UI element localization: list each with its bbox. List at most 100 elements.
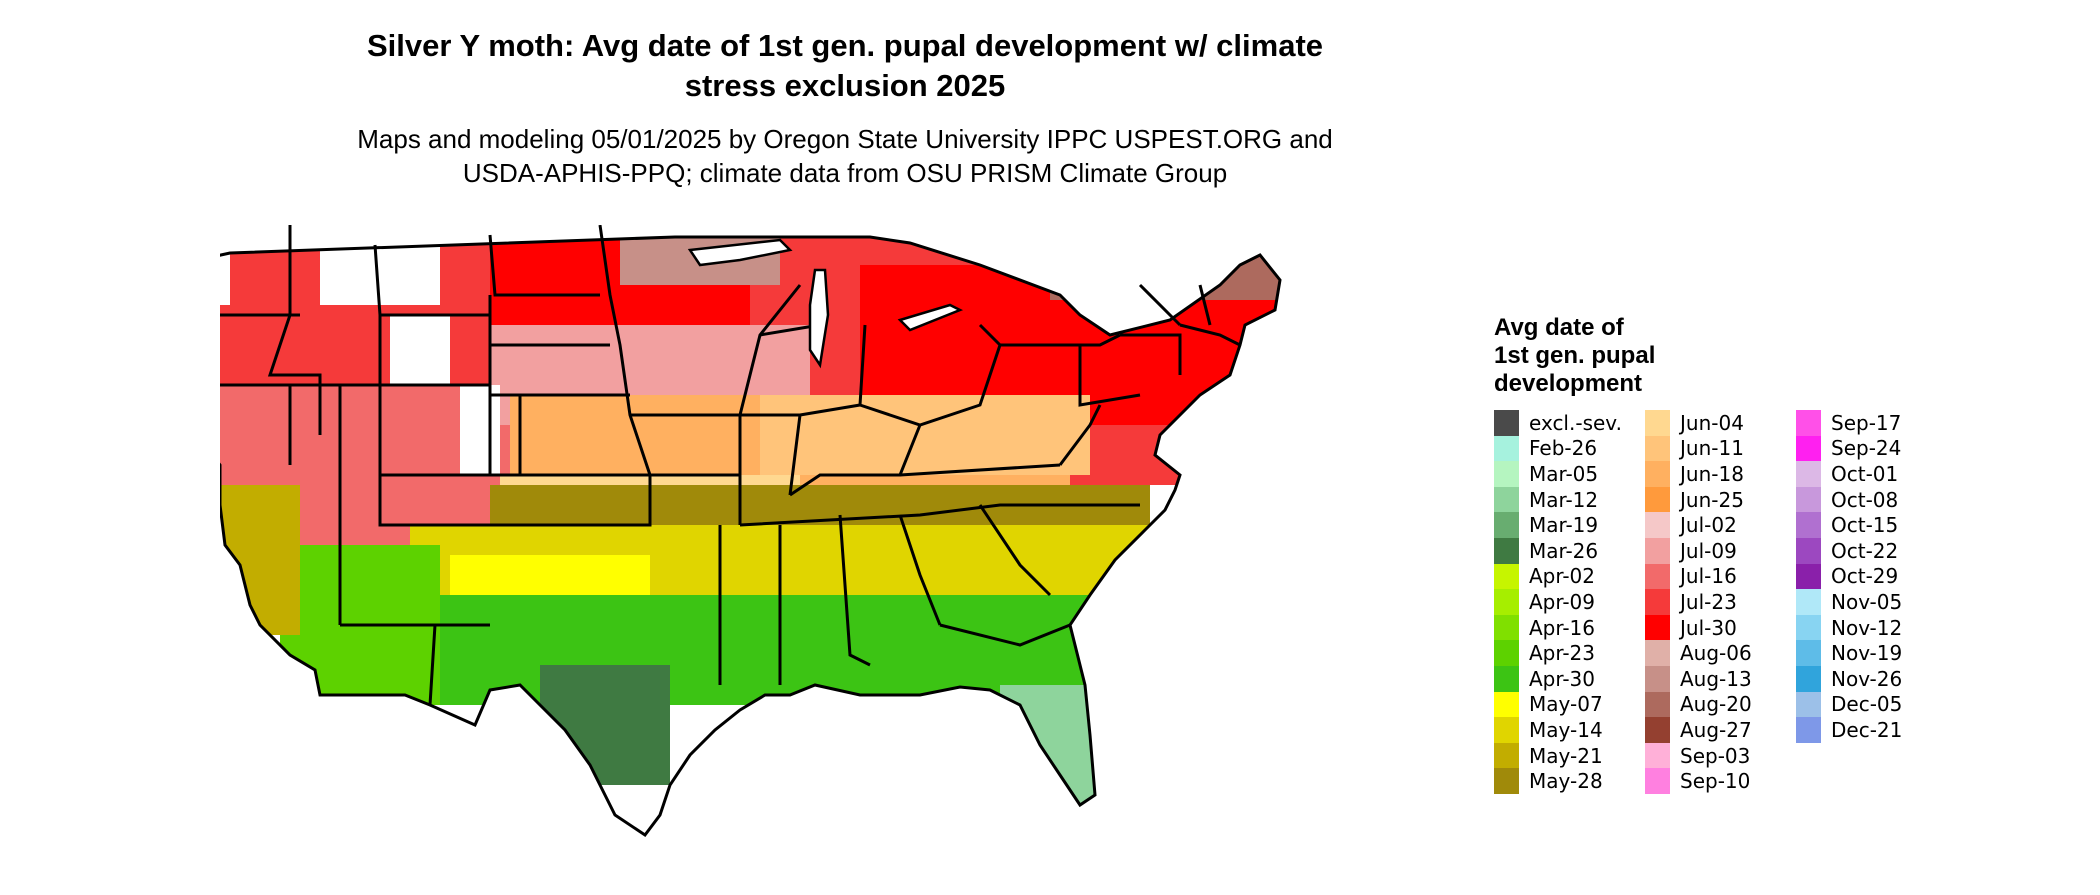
legend-item: Jul-16 (1645, 563, 1796, 590)
legend-item: Sep-24 (1796, 435, 1947, 462)
region-mountain-snow-colorado (460, 385, 500, 475)
legend-swatch (1645, 640, 1670, 666)
legend-item: May-14 (1494, 717, 1645, 743)
legend-column: Jun-04 Jun-11 Jun-18 Jun-25 Jul-02 Jul-09 Jul-… (1645, 410, 1796, 794)
lake-superior (687, 238, 793, 267)
legend: Avg date of 1st gen. pupal development e… (1494, 314, 1994, 794)
region-ohio-valley (760, 395, 1090, 475)
legend-label: Aug-13 (1680, 666, 1752, 691)
legend-swatch (1494, 486, 1519, 513)
legend-label: Apr-09 (1529, 589, 1595, 614)
legend-swatch (1494, 563, 1519, 590)
legend-label: Mar-05 (1529, 461, 1599, 486)
legend-label: Oct-08 (1831, 487, 1899, 512)
legend-swatch (1645, 486, 1670, 513)
legend-label: Aug-27 (1680, 717, 1752, 742)
region-california-valley (220, 485, 300, 635)
legend-swatch (1494, 461, 1519, 487)
map-subtitle-line-2: USDA-APHIS-PPQ; climate data from OSU PR… (462, 158, 1228, 188)
legend-item: Mar-12 (1494, 486, 1645, 513)
legend-columns: excl.-sev. Feb-26 Mar-05 Mar-12 Mar-19 Mar-26… (1494, 410, 1994, 794)
legend-label: May-14 (1529, 717, 1603, 742)
legend-swatch (1645, 461, 1670, 487)
legend-swatch (1796, 410, 1821, 436)
legend-item: May-07 (1494, 691, 1645, 718)
legend-swatch (1494, 537, 1519, 564)
legend-swatch (1645, 717, 1670, 743)
legend-label: Mar-19 (1529, 513, 1599, 538)
map-title: Silver Y moth: Avg date of 1st gen. pupa… (270, 26, 1420, 106)
legend-swatch (1494, 589, 1519, 615)
lake-erie (897, 303, 964, 332)
legend-swatch (1645, 614, 1670, 641)
legend-item: Nov-12 (1796, 614, 1947, 641)
legend-swatch (1796, 614, 1821, 641)
legend-swatch (1796, 537, 1821, 564)
legend-swatch (1796, 461, 1821, 487)
legend-item: Jun-04 (1645, 410, 1796, 436)
legend-label: Nov-26 (1831, 666, 1903, 691)
legend-item: Dec-21 (1796, 717, 1947, 743)
legend-swatch (1494, 640, 1519, 666)
legend-item: Oct-29 (1796, 563, 1947, 590)
legend-label: Oct-15 (1831, 513, 1899, 538)
legend-swatch (1494, 614, 1519, 641)
legend-item: Oct-22 (1796, 537, 1947, 564)
legend-column: excl.-sev. Feb-26 Mar-05 Mar-12 Mar-19 Mar-26… (1494, 410, 1645, 794)
legend-swatch (1645, 435, 1670, 462)
legend-label: Sep-24 (1831, 436, 1902, 461)
legend-label: Mar-26 (1529, 538, 1599, 563)
legend-label: Apr-30 (1529, 666, 1595, 691)
legend-swatch (1494, 435, 1519, 462)
legend-swatch (1494, 768, 1519, 794)
legend-item: Feb-26 (1494, 435, 1645, 462)
legend-item: Apr-09 (1494, 589, 1645, 615)
legend-item: Aug-13 (1645, 665, 1796, 692)
legend-swatch (1494, 717, 1519, 743)
region-south-florida (1000, 685, 1120, 825)
map-subtitle: Maps and modeling 05/01/2025 by Oregon S… (270, 122, 1420, 190)
legend-swatch (1796, 717, 1821, 743)
legend-item: Jun-18 (1645, 461, 1796, 487)
legend-swatch (1494, 410, 1519, 436)
legend-label: May-21 (1529, 743, 1603, 768)
legend-item: Jun-11 (1645, 435, 1796, 462)
map-title-line-2: stress exclusion 2025 (684, 68, 1006, 103)
legend-label: May-07 (1529, 692, 1603, 717)
legend-swatch (1645, 410, 1670, 436)
legend-item: May-21 (1494, 742, 1645, 769)
legend-label: Apr-16 (1529, 615, 1595, 640)
legend-swatch (1645, 563, 1670, 590)
legend-label: Sep-10 (1680, 769, 1751, 794)
legend-swatch (1796, 435, 1821, 462)
legend-swatch (1494, 665, 1519, 692)
legend-item: Sep-10 (1645, 768, 1796, 794)
legend-label: Oct-22 (1831, 538, 1899, 563)
legend-label: Mar-12 (1529, 487, 1599, 512)
legend-item: Jul-23 (1645, 589, 1796, 615)
great-lakes (687, 238, 964, 369)
lake-michigan (808, 268, 830, 369)
legend-label: Jun-04 (1680, 410, 1744, 435)
legend-item: excl.-sev. (1494, 410, 1645, 436)
legend-swatch (1796, 589, 1821, 615)
legend-item: Apr-23 (1494, 640, 1645, 666)
legend-item: Apr-16 (1494, 614, 1645, 641)
legend-item: Aug-20 (1645, 691, 1796, 718)
legend-label: Oct-29 (1831, 564, 1899, 589)
legend-label: Nov-05 (1831, 589, 1903, 614)
legend-title: Avg date of 1st gen. pupal development (1494, 314, 1994, 398)
legend-item: Mar-26 (1494, 537, 1645, 564)
region-mountain-snow-wyoming (390, 315, 450, 385)
legend-label: Jun-11 (1680, 436, 1744, 461)
legend-item: Sep-03 (1645, 742, 1796, 769)
legend-item: Jun-25 (1645, 486, 1796, 513)
legend-label: Sep-17 (1831, 410, 1902, 435)
legend-label: Nov-19 (1831, 641, 1903, 666)
legend-swatch (1645, 768, 1670, 794)
legend-label: Dec-05 (1831, 692, 1903, 717)
legend-item: Oct-01 (1796, 461, 1947, 487)
legend-item: Dec-05 (1796, 691, 1947, 718)
legend-item: Aug-27 (1645, 717, 1796, 743)
legend-label: Aug-20 (1680, 692, 1752, 717)
